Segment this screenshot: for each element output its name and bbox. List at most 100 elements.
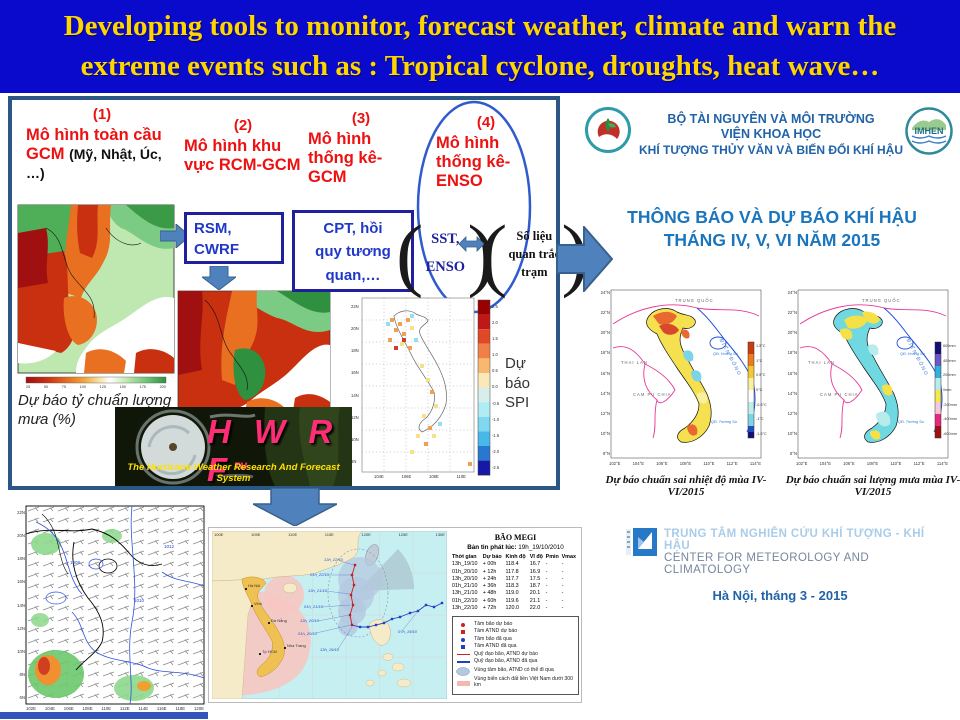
table-header: Vĩ độ: [529, 554, 543, 560]
storm-center-past-icon: [455, 637, 471, 642]
track-time-label: 07h_19/10: [398, 629, 417, 634]
table-row: 13h_19/10 + 00h 118.4 16.7 --: [452, 561, 564, 568]
lon-label: 108°E: [866, 461, 879, 466]
city-label: Vinh: [254, 601, 262, 606]
colorbar-tick: -1.0: [492, 416, 500, 422]
model-1-note: (Mỹ, Nhật, Úc, …): [26, 146, 162, 182]
arrow-gcm-to-rcm: [160, 224, 190, 248]
hurricane-satellite-image: [115, 407, 352, 486]
label-hoang-sa: QĐ. Hoàng Sa: [900, 352, 925, 356]
lon-label: 114°E: [749, 461, 761, 466]
colorbar-tick: 50: [43, 385, 49, 389]
track-time-label: 01h_21/10: [304, 604, 323, 609]
lon-label: 104°E: [819, 461, 832, 466]
past-track-line-icon: [455, 661, 471, 663]
city-label: Đà Nẵng: [271, 618, 287, 623]
imhen-logo: IMHEN: [905, 107, 953, 155]
colorbar-tick: 0.0: [492, 384, 498, 390]
lon-label: 110E: [456, 474, 466, 479]
lon-label: 100E: [214, 532, 224, 537]
station-line1: Số liệu: [516, 228, 553, 243]
isobar-label: 1010: [134, 598, 145, 603]
lat-label: 8N: [19, 671, 26, 677]
typhoon-title: BÃO MEGI: [494, 533, 537, 542]
storm-center-forecast-icon: [455, 622, 471, 627]
spi-lon-labels: 104E 106E 108E 110E: [374, 474, 466, 479]
legend-item: Tâm bão đã qua: [455, 636, 576, 643]
lat-label: 22N: [351, 304, 359, 309]
imhen-logo-text: IMHEN: [915, 126, 944, 136]
arrow-to-typhoon-map: [253, 488, 337, 526]
lon-label: 110°E: [890, 461, 902, 466]
model-2-name: Mô hình khu vực RCM-GCM: [184, 137, 301, 175]
rcm-precip-map-image: [177, 290, 331, 421]
center-title: TRUNG TÂM NGHIÊN CỨU KHÍ TƯỢNG - KHÍ HẬU…: [664, 528, 934, 576]
colorbar-tick: 0.5: [492, 368, 498, 374]
spi-map-image: [361, 297, 491, 476]
table-row: 13h_21/10 + 48h 119.0 20.1 --: [452, 590, 564, 597]
forecast-track-line-icon: [455, 653, 471, 656]
typhoon-track-map: 100E 105E 110E 115E 120E 125E 130E Hà Nội Vinh…: [211, 530, 448, 700]
lon-label: 118E: [175, 706, 186, 711]
map-lat-labels: 24°N 22°N 20°N 18°N 16°N 14°N 12°N 10°N 8°N: [597, 290, 610, 456]
temp-anomaly-map: 24°N 22°N 20°N 18°N 16°N 14°N 12°N 10°N 8°N 102°…: [597, 286, 775, 474]
label-thailand: THAI LAN: [808, 360, 835, 365]
lat-label: 10°N: [787, 430, 797, 436]
colorbar-tick: 175: [139, 385, 146, 389]
lat-label: 16N: [351, 370, 359, 376]
colorbar-tick: 1.5: [492, 336, 498, 342]
table-header: Kinh độ: [505, 554, 526, 560]
legend-item: Tâm ATND dự báo: [455, 628, 576, 635]
table-row: 01h_20/10 + 12h 117.8 16.9 --: [452, 568, 564, 575]
rain-map-caption: Dự báo chuẩn sai lượng mưa mùa IV-VI/201…: [785, 474, 960, 498]
track-time-label: 13h_21/10: [308, 588, 327, 593]
lon-label: 104E: [44, 706, 55, 711]
colorbar-tick: 75: [61, 385, 66, 389]
bulletin-title-line1: THÔNG BÁO VÀ DỰ BÁO KHÍ HẬU: [627, 207, 917, 227]
issued-label: Bản tin phát lúc:: [467, 544, 517, 551]
legend-item: Vùng tâm bão, ATND có thể đi qua: [455, 666, 576, 676]
lon-label: 125E: [398, 532, 408, 537]
table-row: 01h_21/10 + 36h 118.3 18.7 --: [452, 583, 564, 590]
arrow-rsm-to-map: [202, 266, 236, 290]
colorbar-tick: -1.5: [492, 432, 500, 438]
lat-label: 20N: [17, 533, 25, 539]
lat-label: 24°N: [600, 290, 610, 295]
right-bracket: ): [467, 208, 495, 299]
colorbar-tick: 0°C: [756, 387, 763, 392]
typhoon-track-map-image: [211, 530, 448, 700]
bottom-blue-strip: [0, 712, 208, 719]
org-line3: KHÍ TƯỢNG THỦY VĂN VÀ BIẾN ĐỔI KHÍ HẬU: [639, 142, 903, 157]
temp-colorbar-ticks: 1.5°C 1°C 0.5°C 0°C -0.5°C -1°C -1.5°C: [756, 344, 774, 436]
lon-label: 102°E: [796, 461, 808, 466]
label-truong-sa: QĐ. Trường Sa: [711, 420, 737, 424]
colorbar-tick: 25: [26, 385, 31, 389]
lon-label: 112E: [119, 706, 130, 711]
center-logo: [626, 528, 657, 556]
track-time-label: 01h_22/10: [310, 572, 329, 577]
org-line2: VIỆN KHOA HỌC: [720, 127, 822, 142]
model-3: (3) Mô hình thống kê-GCM: [308, 110, 414, 187]
legend-item: Vùng biển cách đất liền Việt Nam dưới 30…: [455, 676, 576, 689]
cpt-line3: quan,…: [325, 266, 381, 284]
model-1-name: Mô hình toàn cầu GCM: [26, 126, 162, 164]
label-cambodia: CAM PU CHIA: [820, 392, 859, 397]
center-line1: TRUNG TÂM NGHIÊN CỨU KHÍ TƯỢNG - KHÍ HẬU: [664, 528, 925, 552]
depression-center-past-icon: [455, 645, 471, 650]
label-truong-sa: QĐ. Trường Sa: [898, 420, 924, 424]
colorbar-tick: 125: [99, 385, 106, 389]
table-row: 13h_22/10 + 72h 120.0 22.0 --: [452, 605, 564, 612]
model-4-name: Mô hình thống kê-ENSO: [436, 134, 511, 191]
lon-label: 130E: [435, 532, 445, 537]
lat-label: 14N: [351, 392, 359, 398]
gcm-precip-map-image: [17, 204, 175, 384]
lon-label: 120E: [361, 532, 371, 537]
lat-label: 20°N: [787, 330, 797, 336]
lat-label: 6N: [19, 695, 26, 700]
windmap-lat-labels: 22N 20N 18N 16N 14N 12N 10N 8N 6N: [12, 510, 25, 700]
gcm-precip-map: 25 50 75 100 125 150 175 200: [16, 203, 178, 393]
model-3-number: (3): [351, 110, 371, 127]
gcm-map-colorbar-ticks: 25 50 75 100 125 150 175 200: [26, 385, 166, 389]
org-line1: BỘ TÀI NGUYÊN VÀ MÔI TRƯỜNG: [667, 112, 875, 126]
